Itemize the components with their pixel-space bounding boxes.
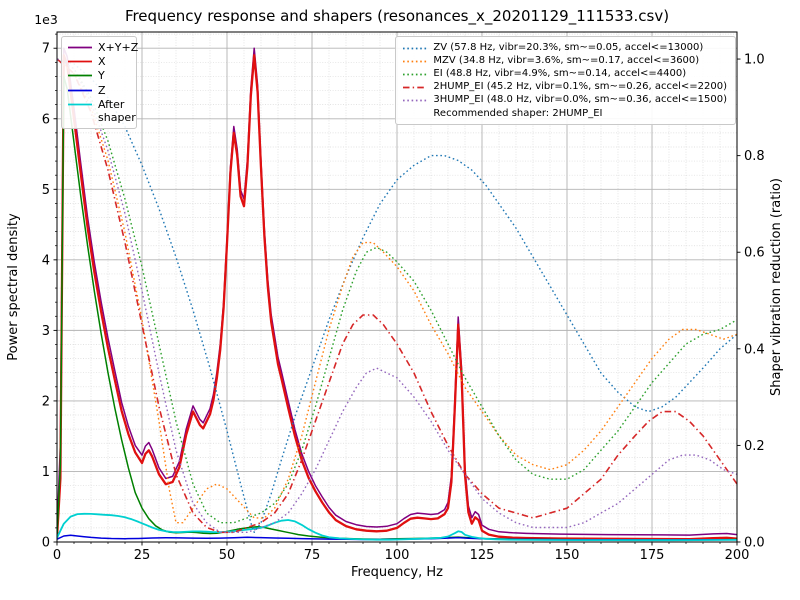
y-tick-label-left: 2 (42, 394, 50, 409)
x-tick-label: 0 (53, 548, 61, 563)
series-X+Y+Z (57, 47, 737, 536)
legend-item: Y (67, 69, 132, 82)
y-axis-multiplier-label: 1e3 (34, 12, 58, 27)
y-axis-label-right: Shaper vibration reduction (ratio) (769, 178, 784, 396)
legend-item: EI (48.8 Hz, vibr=4.9%, sm~=0.14, accel<… (402, 68, 727, 80)
x-tick-label: 175 (640, 548, 665, 563)
legend-line-sample-icon (68, 103, 92, 106)
legend-label: ZV (57.8 Hz, vibr=20.3%, sm~=0.05, accel… (433, 42, 704, 53)
legend-psd: X+Y+Z X Y Z After shaper (61, 36, 138, 130)
legend-label: Y (98, 69, 105, 83)
legend-line-sample-icon (68, 89, 92, 91)
y-tick-label-left: 4 (42, 253, 50, 268)
legend-item: After shaper (67, 98, 136, 124)
y-tick-label-left: 7 (42, 42, 50, 57)
legend-item: Z (67, 84, 132, 97)
legend-line-sample-icon (403, 47, 428, 50)
legend-label: 3HUMP_EI (48.0 Hz, vibr=0.0%, sm~=0.36, … (433, 94, 727, 105)
legend-label: X (98, 55, 106, 69)
y-tick-label-right: 1.0 (744, 53, 765, 68)
legend-line-sample-icon (403, 60, 428, 63)
x-tick-label: 125 (470, 548, 495, 563)
chart-title: Frequency response and shapers (resonanc… (124, 7, 670, 25)
y-tick-label-right: 0.0 (744, 536, 765, 551)
x-axis-label: Frequency, Hz (351, 565, 443, 580)
y-tick-label-left: 0 (42, 536, 50, 551)
legend-line-sample-icon (403, 73, 428, 76)
legend-line-sample-icon (68, 46, 92, 49)
y-tick-label-right: 0.6 (744, 246, 765, 261)
x-tick-label: 200 (725, 548, 750, 563)
x-tick-label: 100 (385, 548, 410, 563)
legend-label: 2HUMP_EI (45.2 Hz, vibr=0.1%, sm~=0.26, … (433, 81, 727, 92)
x-tick-label: 75 (304, 548, 321, 563)
legend-line-sample-icon (403, 99, 428, 102)
y-tick-label-right: 0.4 (744, 342, 765, 357)
legend-line-sample-icon (68, 75, 92, 77)
y-tick-label-left: 6 (42, 112, 50, 127)
x-tick-label: 25 (134, 548, 151, 563)
legend-shapers: ZV (57.8 Hz, vibr=20.3%, sm~=0.05, accel… (395, 36, 736, 125)
series-After shaper (57, 512, 737, 542)
series-X (57, 54, 737, 541)
series-3HUMP_EI (57, 58, 737, 533)
series-ZV (57, 58, 737, 533)
legend-line-sample-icon (403, 86, 428, 89)
legend-item: X+Y+Z (67, 41, 138, 54)
x-tick-label: 50 (219, 548, 236, 563)
legend-line-sample-icon (68, 60, 92, 63)
legend-item: MZV (34.8 Hz, vibr=3.6%, sm~=0.17, accel… (402, 55, 727, 67)
y-tick-label-left: 1 (42, 465, 50, 480)
y-tick-label-left: 5 (42, 183, 50, 198)
y-tick-label-left: 3 (42, 324, 50, 339)
legend-label: X+Y+Z (98, 41, 139, 54)
legend-label: After shaper (98, 97, 136, 124)
legend-label: Z (98, 83, 106, 97)
legend-item: ZV (57.8 Hz, vibr=20.3%, sm~=0.05, accel… (402, 42, 727, 54)
legend-note: Recommended shaper: 2HUMP_EI (433, 108, 603, 119)
x-tick-label: 150 (555, 548, 580, 563)
legend-item: X (67, 55, 132, 68)
series-2HUMP_EI (57, 58, 737, 534)
series-EI (57, 58, 737, 524)
legend-item: 3HUMP_EI (48.0 Hz, vibr=0.0%, sm~=0.36, … (402, 94, 727, 106)
y-axis-label-left: Power spectral density (6, 213, 21, 361)
legend-label: EI (48.8 Hz, vibr=4.9%, sm~=0.14, accel<… (433, 68, 687, 79)
legend-item: 2HUMP_EI (45.2 Hz, vibr=0.1%, sm~=0.26, … (402, 81, 727, 93)
y-tick-label-right: 0.8 (744, 149, 765, 164)
y-tick-label-right: 0.2 (744, 439, 765, 454)
legend-label: MZV (34.8 Hz, vibr=3.6%, sm~=0.17, accel… (433, 55, 700, 66)
